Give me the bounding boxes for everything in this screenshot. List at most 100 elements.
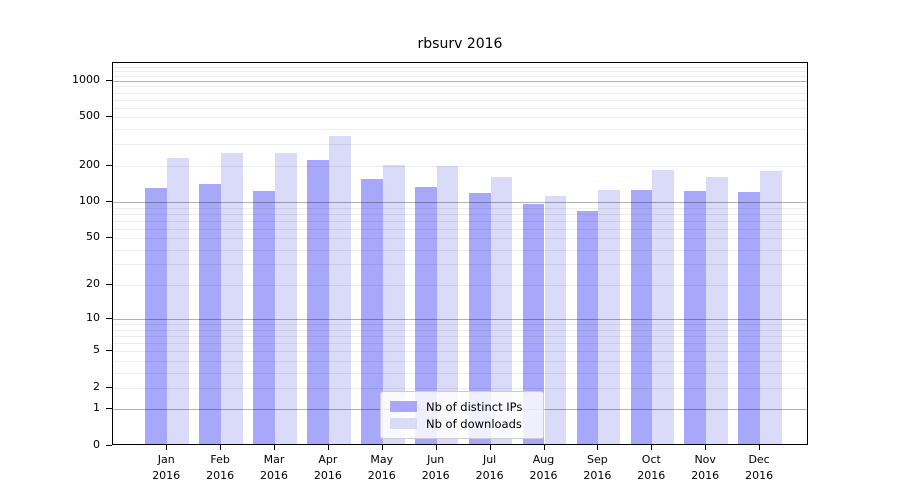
bar-downloads-mar — [275, 152, 297, 444]
y-tick-mark — [106, 116, 112, 118]
minor-gridline — [113, 99, 807, 101]
x-tick-label: Apr 2016 — [313, 453, 342, 482]
y-tick-label: 2 — [93, 379, 100, 393]
minor-gridline — [113, 86, 807, 88]
x-tick-mark — [274, 445, 275, 450]
minor-gridline — [113, 387, 807, 389]
y-tick-label: 1000 — [72, 72, 100, 86]
x-tick-mark — [651, 445, 653, 450]
y-tick-label: 200 — [79, 157, 100, 171]
y-tick-label: 50 — [86, 230, 100, 244]
x-tick-mark — [759, 445, 761, 450]
y-tick-mark — [106, 164, 112, 166]
x-tick-label: Jul 2016 — [475, 453, 504, 482]
bar-distinct-ips-jul — [468, 193, 491, 444]
bar-downloads-jul — [490, 177, 513, 444]
bar-downloads-feb — [221, 153, 243, 444]
y-tick-label: 10 — [86, 311, 100, 325]
bar-downloads-nov — [706, 176, 728, 444]
major-gridline — [113, 80, 807, 82]
y-tick-mark — [106, 445, 112, 446]
y-tick-label: 20 — [86, 277, 100, 291]
bar-distinct-ips-jun — [414, 186, 437, 444]
chart-title: rbsurv 2016 — [417, 36, 503, 52]
y-tick-mark — [106, 284, 112, 286]
minor-gridline — [113, 220, 807, 222]
bar-downloads-dec — [760, 170, 782, 444]
legend-entry-downloads: Nb of downloads — [390, 415, 534, 432]
x-tick-mark — [381, 445, 383, 450]
x-tick-label: Feb 2016 — [206, 453, 235, 482]
x-tick-mark — [597, 445, 599, 450]
x-tick-mark — [489, 445, 491, 450]
x-tick-label: Dec 2016 — [745, 453, 774, 482]
legend-entry-distinct-ips: Nb of distinct IPs — [390, 398, 534, 415]
minor-gridline — [113, 75, 807, 77]
x-tick-label: Oct 2016 — [637, 453, 666, 482]
minor-gridline — [113, 117, 807, 119]
minor-gridline — [113, 71, 807, 73]
minor-gridline — [113, 238, 807, 240]
bar-downloads-jan — [167, 158, 189, 444]
x-tick-mark — [327, 445, 329, 450]
legend-label-downloads: Nb of downloads — [426, 416, 522, 431]
y-tick-mark — [106, 408, 112, 410]
minor-gridline — [113, 372, 807, 374]
minor-gridline — [113, 92, 807, 94]
bar-distinct-ips-may — [361, 179, 383, 444]
bar-downloads-jun — [436, 165, 459, 444]
minor-gridline — [113, 129, 807, 131]
legend-swatch-distinct-ips — [390, 401, 417, 412]
plot-area — [112, 62, 808, 445]
y-tick-mark — [106, 79, 112, 81]
minor-gridline — [113, 360, 807, 362]
bar-distinct-ips-jan — [145, 188, 168, 444]
x-tick-label: May 2016 — [367, 453, 396, 482]
y-tick-mark — [106, 386, 112, 388]
minor-gridline — [113, 213, 807, 215]
x-tick-mark — [705, 445, 707, 450]
x-tick-label: Sep 2016 — [583, 453, 612, 482]
y-tick-mark — [106, 318, 112, 320]
bar-distinct-ips-nov — [684, 190, 707, 444]
x-tick-mark — [435, 445, 437, 450]
minor-gridline — [113, 107, 807, 109]
x-tick-mark — [166, 445, 168, 450]
y-tick-label: 5 — [93, 343, 100, 357]
minor-gridline — [113, 66, 807, 68]
minor-gridline — [113, 228, 807, 230]
minor-gridline — [113, 165, 807, 167]
minor-gridline — [113, 264, 807, 266]
bar-downloads-may — [382, 164, 405, 444]
y-tick-mark — [106, 237, 112, 239]
minor-gridline — [113, 336, 807, 338]
bar-distinct-ips-aug — [522, 204, 545, 444]
x-tick-label: Jan 2016 — [152, 453, 181, 482]
minor-gridline — [113, 343, 807, 345]
bar-distinct-ips-dec — [738, 192, 761, 444]
bar-distinct-ips-sep — [576, 210, 599, 444]
y-tick-label: 100 — [79, 194, 100, 208]
y-tick-label: 500 — [79, 109, 100, 123]
major-gridline — [113, 202, 807, 204]
minor-gridline — [113, 207, 807, 209]
minor-gridline — [113, 329, 807, 331]
x-tick-label: Jun 2016 — [421, 453, 450, 482]
x-tick-mark — [220, 445, 222, 450]
y-tick-label: 1 — [93, 401, 100, 415]
legend-label-distinct-ips: Nb of distinct IPs — [426, 399, 523, 414]
y-tick-label: 0 — [93, 438, 100, 451]
minor-gridline — [113, 249, 807, 251]
minor-gridline — [113, 351, 807, 353]
x-tick-label: Mar 2016 — [260, 453, 288, 482]
bar-downloads-apr — [328, 135, 351, 444]
x-tick-label: Aug 2016 — [529, 453, 558, 482]
minor-gridline — [113, 285, 807, 287]
major-gridline — [113, 319, 807, 321]
bar-distinct-ips-mar — [253, 191, 275, 444]
bar-downloads-oct — [652, 170, 675, 444]
bar-distinct-ips-apr — [307, 159, 329, 444]
bar-downloads-sep — [598, 190, 621, 444]
bar-downloads-aug — [544, 195, 567, 444]
